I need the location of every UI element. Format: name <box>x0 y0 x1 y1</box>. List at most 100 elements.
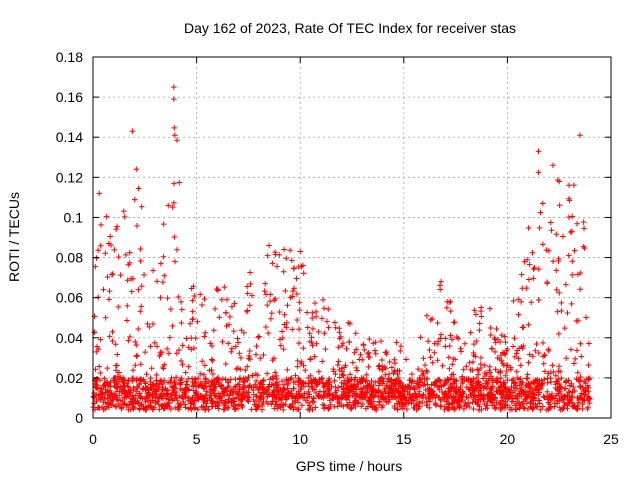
data-point <box>179 342 186 349</box>
data-point <box>253 371 259 377</box>
data-point <box>401 402 408 408</box>
data-point <box>501 386 507 392</box>
data-point <box>540 340 546 346</box>
data-point <box>289 293 296 300</box>
data-point <box>513 350 520 357</box>
data-point <box>241 389 247 395</box>
data-point <box>346 387 352 394</box>
data-point <box>495 379 501 385</box>
data-point <box>321 330 328 337</box>
data-point <box>504 402 511 408</box>
data-point <box>93 398 100 405</box>
data-point <box>338 394 345 401</box>
y-ticks: 0 0.02 0.04 0.06 0.08 0.1 0.12 0.14 0.16 0.18 <box>56 49 611 426</box>
data-point <box>340 403 347 410</box>
data-point <box>570 384 577 390</box>
data-point <box>130 367 136 373</box>
data-point <box>398 343 404 349</box>
data-point <box>256 394 262 401</box>
data-point <box>499 332 505 338</box>
data-point <box>535 297 542 303</box>
data-point <box>525 383 531 390</box>
data-point <box>235 339 241 346</box>
data-point <box>335 358 342 365</box>
data-point <box>498 392 504 398</box>
data-point <box>544 389 551 395</box>
data-point <box>501 350 508 357</box>
data-point <box>389 364 395 371</box>
data-point <box>426 347 433 353</box>
data-point <box>492 405 498 412</box>
data-point <box>337 334 344 340</box>
data-point <box>185 363 192 370</box>
data-point <box>316 368 322 375</box>
data-point <box>304 394 311 401</box>
data-point <box>497 339 503 345</box>
data-point <box>564 405 571 412</box>
data-point <box>93 391 100 398</box>
data-point <box>172 392 179 399</box>
data-point <box>195 397 201 403</box>
data-point <box>107 379 114 386</box>
data-point <box>360 341 367 348</box>
data-point <box>359 357 366 363</box>
data-point <box>107 233 113 240</box>
data-point <box>140 376 147 383</box>
data-point <box>475 371 481 378</box>
data-point <box>571 360 577 367</box>
data-point <box>514 368 520 375</box>
data-point <box>182 369 189 376</box>
data-point <box>166 334 173 341</box>
data-point <box>157 393 163 400</box>
data-point <box>380 378 387 385</box>
data-point <box>193 389 200 395</box>
data-point <box>466 359 473 366</box>
data-point <box>94 343 100 350</box>
data-point <box>545 406 552 412</box>
data-point <box>308 379 315 386</box>
data-point <box>446 354 452 361</box>
data-point <box>496 356 503 362</box>
data-point <box>489 402 495 409</box>
data-point <box>569 258 576 265</box>
data-point <box>249 372 256 379</box>
data-point <box>577 286 583 293</box>
data-point <box>467 377 473 384</box>
data-point <box>340 372 347 379</box>
data-point <box>296 388 302 395</box>
data-point <box>568 301 575 307</box>
data-point <box>490 394 496 401</box>
data-point <box>272 296 279 302</box>
data-point <box>295 264 302 270</box>
data-point <box>536 380 542 387</box>
data-point <box>103 213 110 220</box>
data-point <box>426 385 433 392</box>
data-point <box>553 267 560 274</box>
data-point <box>422 362 428 368</box>
data-point <box>456 404 463 410</box>
data-point <box>199 358 205 365</box>
data-point <box>357 351 364 358</box>
grid <box>93 57 611 418</box>
data-point <box>476 406 482 413</box>
data-point <box>382 388 389 395</box>
data-point <box>267 291 274 298</box>
data-point <box>292 372 299 379</box>
data-point <box>217 394 223 400</box>
data-point <box>365 349 372 356</box>
data-point <box>365 403 371 410</box>
data-point <box>478 387 484 394</box>
data-point <box>310 326 316 332</box>
data-point <box>482 405 489 412</box>
data-point <box>160 405 167 412</box>
data-point <box>513 395 519 402</box>
data-point <box>478 313 485 320</box>
data-point <box>163 388 170 394</box>
data-point <box>294 291 300 297</box>
x-tick-label: 20 <box>500 431 516 447</box>
data-point <box>553 287 560 293</box>
data-point <box>133 377 140 383</box>
data-point <box>255 404 261 410</box>
data-point <box>244 308 250 315</box>
